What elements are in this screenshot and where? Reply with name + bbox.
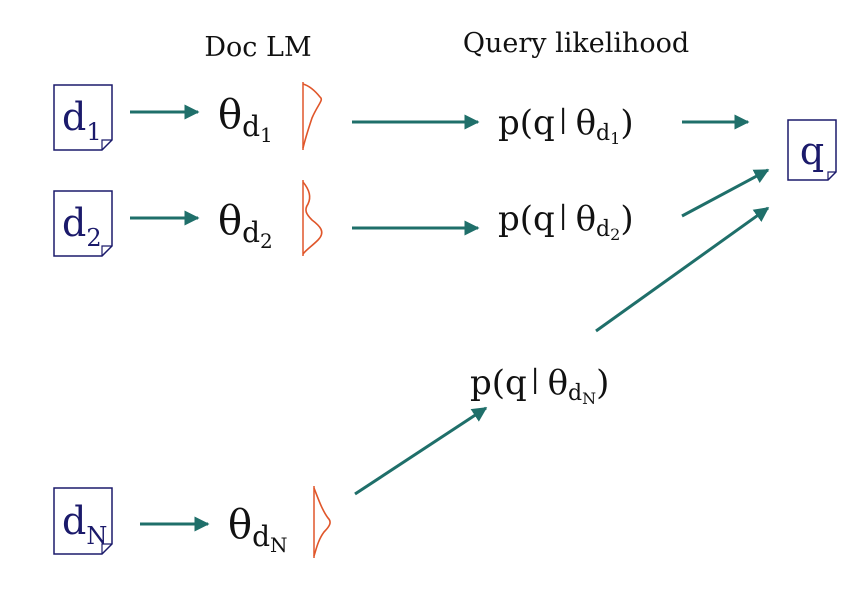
theta-d2: θd2	[218, 198, 273, 253]
likelihood-dN: p(q | θdN)	[470, 363, 609, 408]
query-label: q	[800, 129, 824, 173]
document-d2-label: d2	[62, 201, 102, 252]
document-d2: d2	[53, 190, 113, 257]
arrow-thetaN-to-likelihoodN	[354, 406, 488, 496]
document-d1: d1	[53, 84, 113, 151]
arrow-likelihoodN-to-query	[595, 206, 770, 333]
arrow-likelihood2-to-query	[681, 168, 770, 218]
query-likelihood-header: Query likelihood	[463, 28, 689, 59]
document-dN: dN	[53, 487, 113, 555]
document-d1-label: d1	[62, 95, 102, 146]
distribution-curve-d2	[302, 180, 323, 256]
doc-lm-header: Doc LM	[204, 32, 311, 63]
distribution-curve-d1	[302, 82, 323, 150]
query-box: q	[787, 119, 837, 181]
distribution-curve-dN	[313, 486, 331, 558]
document-dN-label: dN	[62, 499, 107, 550]
likelihood-d1: p(q | θd1)	[498, 103, 634, 148]
theta-d1: θd1	[218, 92, 273, 147]
theta-dN: θdN	[228, 502, 288, 557]
likelihood-d2: p(q | θd2)	[498, 199, 634, 244]
